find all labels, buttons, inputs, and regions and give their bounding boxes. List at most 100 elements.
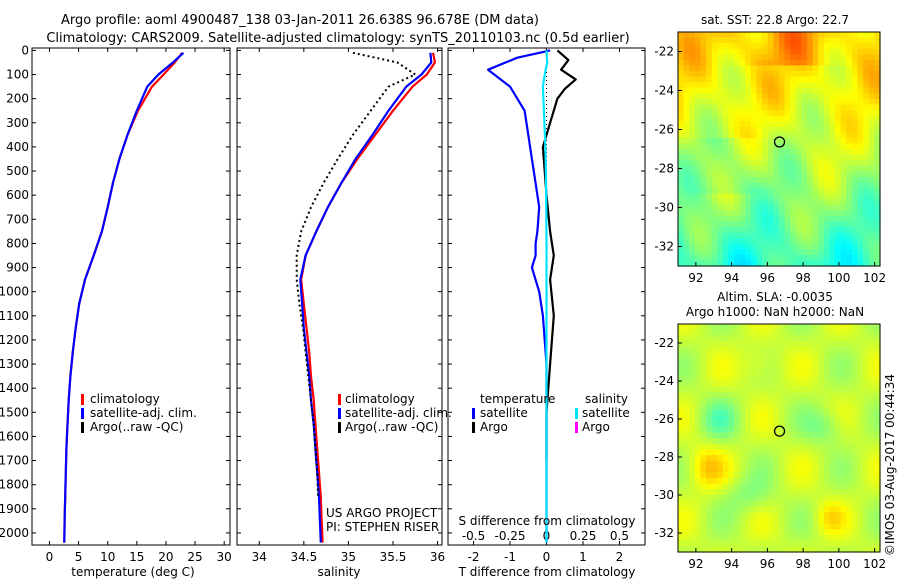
heatmap-cell (762, 165, 769, 172)
heatmap-cell (750, 137, 758, 145)
heatmap-cell (863, 449, 870, 456)
heatmap-cell (700, 381, 707, 388)
heatmap-cell (722, 204, 730, 211)
heatmap-cell (717, 188, 724, 195)
heatmap-cell (851, 369, 859, 376)
heatmap-cell (857, 32, 864, 39)
heatmap-cell (745, 59, 752, 67)
heatmap-cell (773, 341, 780, 348)
heatmap-cell (745, 358, 752, 365)
depth-tick-label: 300 (6, 116, 29, 130)
heatmap-cell (812, 534, 819, 542)
heatmap-cell (818, 329, 825, 336)
heatmap-cell (745, 143, 752, 150)
heatmap-cell (767, 460, 774, 468)
sst-heatmap (678, 32, 881, 267)
heatmap-cell (739, 76, 746, 83)
heatmap-cell (784, 540, 791, 547)
heatmap-cell (734, 523, 741, 530)
heatmap-cell (711, 540, 718, 547)
heatmap-cell (734, 369, 741, 376)
heatmap-cell (846, 176, 853, 184)
heatmap-cell (784, 363, 791, 371)
heatmap-cell (767, 506, 774, 513)
heatmap-cell (717, 506, 724, 513)
heatmap-cell (762, 215, 769, 223)
heatmap-cell (717, 199, 724, 206)
heatmap-cell (706, 529, 713, 536)
heatmap-cell (767, 65, 774, 72)
heatmap-cell (790, 98, 797, 106)
heatmap-cell (790, 455, 797, 462)
heatmap-cell (750, 369, 758, 376)
heatmap-cell (762, 517, 769, 525)
heatmap-cell (739, 466, 746, 473)
heatmap-cell (874, 329, 881, 336)
heatmap-cell (851, 341, 859, 348)
heatmap-cell (750, 500, 758, 507)
legend-label-climatology: climatology (90, 392, 160, 406)
heatmap-cell (874, 512, 881, 519)
heatmap-cell (745, 477, 752, 485)
heatmap-cell (812, 375, 819, 382)
heatmap-cell (689, 143, 696, 150)
heatmap-cell (689, 352, 696, 359)
heatmap-cell (773, 381, 780, 388)
heatmap-cell (750, 193, 758, 200)
heatmap-cell (807, 243, 814, 250)
heatmap-cell (711, 324, 718, 331)
heatmap-cell (706, 546, 713, 553)
heatmap-cell (756, 540, 763, 547)
heatmap-cell (807, 369, 814, 376)
heatmap-cell (874, 426, 881, 433)
heatmap-cell (874, 221, 881, 228)
heatmap-cell (823, 243, 831, 250)
heatmap-cell (711, 335, 718, 342)
heatmap-cell (823, 126, 831, 133)
s-difference-axis-label: S difference from climatology (459, 514, 636, 528)
heatmap-cell (745, 381, 752, 388)
heatmap-cell (756, 260, 763, 267)
heatmap-cell (846, 110, 853, 117)
heatmap-cell (700, 432, 707, 439)
heatmap-cell (717, 432, 724, 439)
heatmap-cell (779, 392, 786, 399)
heatmap-cell (722, 137, 730, 145)
heatmap-cell (863, 341, 870, 348)
heatmap-cell (846, 432, 853, 439)
heatmap-cell (790, 71, 797, 78)
heatmap-cell (694, 506, 702, 513)
heatmap-cell (762, 540, 769, 547)
heatmap-cell (678, 210, 685, 217)
heatmap-cell (790, 54, 797, 61)
heatmap-cell (711, 232, 718, 239)
heatmap-cell (779, 534, 786, 542)
heatmap-cell (750, 87, 758, 94)
heatmap-cell (840, 215, 847, 223)
imos-timestamp: ©IMOS 03-Aug-2017 00:44:34 (883, 374, 897, 556)
heatmap-cell (801, 329, 808, 336)
heatmap-cell (700, 495, 707, 502)
heatmap-cell (745, 227, 752, 234)
heatmap-cell (734, 176, 741, 184)
heatmap-cell (756, 381, 763, 388)
heatmap-cell (868, 512, 875, 519)
heatmap-cell (851, 409, 859, 416)
heatmap-cell (694, 358, 702, 365)
heatmap-cell (846, 71, 853, 78)
heatmap-cell (722, 238, 730, 245)
heatmap-cell (694, 71, 702, 78)
heatmap-cell (750, 71, 758, 78)
heatmap-cell (717, 193, 724, 200)
heatmap-cell (790, 506, 797, 513)
heatmap-cell (851, 149, 859, 156)
heatmap-cell (829, 82, 836, 89)
heatmap-cell (823, 540, 831, 547)
heatmap-cell (739, 221, 746, 228)
heatmap-cell (700, 227, 707, 234)
heatmap-cell (711, 110, 718, 117)
heatmap-cell (829, 335, 836, 342)
heatmap-cell (683, 352, 690, 359)
heatmap-cell (790, 512, 797, 519)
heatmap-cell (706, 254, 713, 262)
